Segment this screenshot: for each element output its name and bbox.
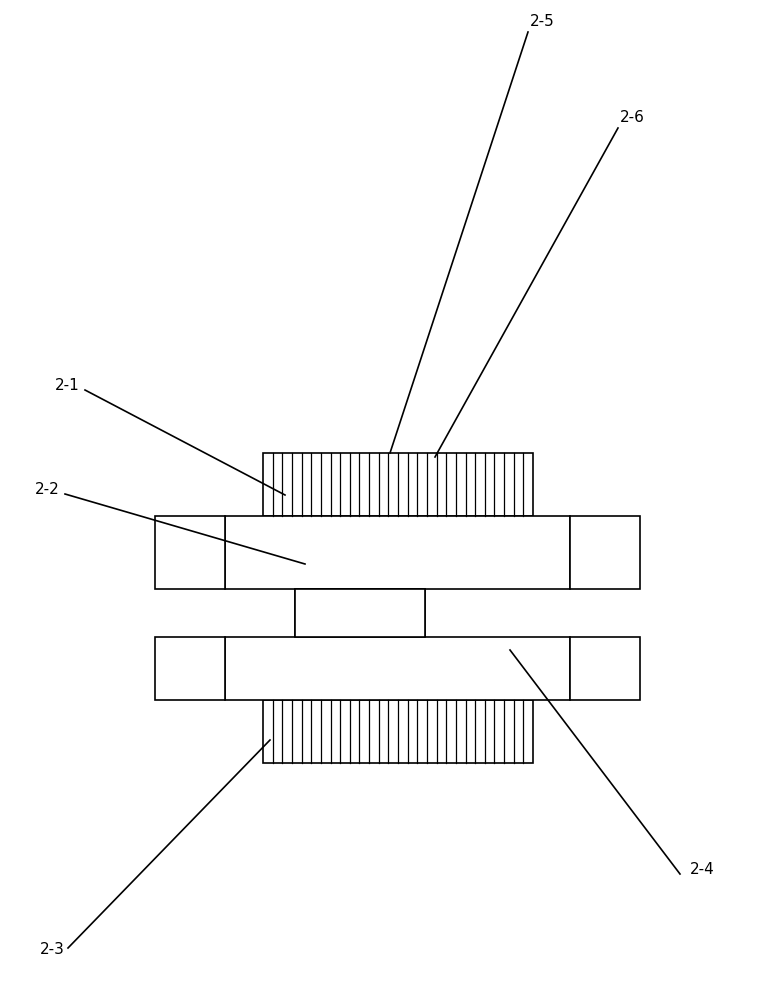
Bar <box>295 589 425 637</box>
Bar <box>263 453 533 516</box>
Bar <box>263 700 533 763</box>
Text: 2-2: 2-2 <box>35 483 60 497</box>
Bar <box>225 516 570 589</box>
Bar <box>295 589 425 637</box>
Bar <box>570 637 640 700</box>
Bar <box>155 516 225 589</box>
Text: 2-4: 2-4 <box>690 862 715 878</box>
Text: 2-3: 2-3 <box>40 942 65 958</box>
Bar <box>155 637 225 700</box>
Bar <box>570 516 640 589</box>
Text: 2-6: 2-6 <box>620 110 645 125</box>
Text: 2-1: 2-1 <box>55 377 80 392</box>
Text: 2-5: 2-5 <box>530 14 554 29</box>
Bar <box>225 637 570 700</box>
